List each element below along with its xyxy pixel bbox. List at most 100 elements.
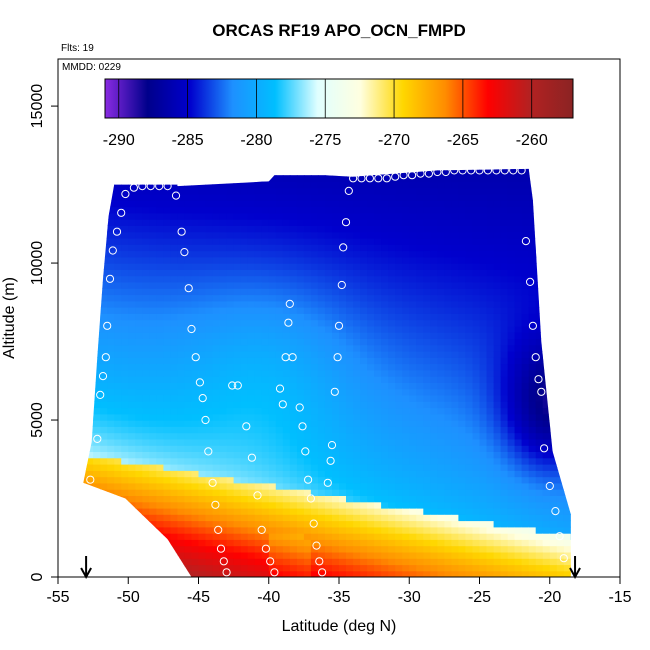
field-cell (479, 369, 488, 377)
field-cell (430, 325, 438, 333)
field-cell (353, 181, 361, 189)
field-cell (360, 319, 368, 327)
observation-point (171, 191, 181, 200)
field-cell (135, 551, 143, 559)
field-cell (296, 332, 305, 339)
field-cell (430, 294, 438, 302)
field-cell (360, 507, 368, 515)
field-cell (310, 338, 319, 346)
field-cell (549, 470, 558, 478)
field-cell (184, 300, 192, 308)
field-cell (100, 244, 108, 252)
observation-point (108, 246, 117, 255)
field-cell (296, 526, 305, 534)
field-cell (332, 200, 340, 208)
field-cell (458, 313, 466, 321)
field-cell (184, 206, 192, 214)
field-cell (303, 175, 312, 183)
field-cell (83, 250, 87, 258)
field-cell (128, 539, 136, 547)
field-cell (107, 200, 115, 208)
field-cell (198, 244, 207, 252)
field-cell (381, 250, 389, 258)
field-cell (458, 432, 466, 440)
field-cell (212, 551, 221, 559)
field-cell (254, 313, 263, 321)
field-cell (240, 225, 249, 233)
field-cell (500, 219, 509, 226)
field-cell (479, 551, 488, 559)
field-cell (353, 307, 361, 314)
field-cell (570, 420, 571, 427)
field-cell (367, 219, 375, 226)
field-cell (205, 413, 214, 421)
field-cell (451, 376, 459, 383)
field-cell (402, 175, 410, 183)
field-cell (479, 225, 488, 233)
field-cell (149, 344, 157, 352)
field-cell (465, 263, 473, 270)
field-cell (367, 263, 375, 270)
field-cell (226, 482, 235, 490)
field-cell (205, 250, 214, 258)
field-cell (310, 332, 319, 339)
field-cell (303, 187, 312, 195)
field-cell (107, 357, 115, 365)
field-cell (324, 307, 333, 314)
field-cell (542, 514, 551, 522)
field-cell (528, 181, 537, 189)
field-cell (303, 313, 312, 321)
field-cell (374, 476, 382, 484)
field-cell (570, 432, 571, 440)
field-cell (556, 545, 565, 553)
field-cell (381, 382, 389, 390)
field-cell (121, 319, 129, 327)
field-cell (570, 187, 571, 195)
field-cell (500, 256, 509, 264)
field-cell (514, 388, 523, 396)
field-cell (514, 476, 523, 484)
field-cell (121, 401, 129, 409)
field-cell (402, 401, 410, 409)
field-cell (409, 401, 417, 409)
field-cell (156, 288, 164, 296)
field-cell (339, 570, 347, 577)
field-cell (282, 250, 291, 258)
field-cell (423, 451, 431, 459)
field-cell (395, 394, 403, 402)
field-cell (100, 344, 108, 352)
field-cell (402, 168, 410, 170)
field-cell (226, 194, 235, 201)
field-cell (507, 237, 516, 245)
observation-point (382, 174, 391, 183)
field-cell (465, 551, 473, 559)
field-cell (542, 168, 551, 176)
field-cell (296, 231, 305, 239)
field-cell (360, 451, 368, 459)
field-cell (303, 413, 312, 421)
field-cell (191, 244, 200, 252)
field-cell (100, 338, 108, 346)
field-cell (423, 501, 431, 509)
field-cell (198, 495, 207, 503)
field-cell (423, 281, 431, 289)
field-cell (535, 457, 544, 465)
field-cell (353, 413, 361, 421)
field-cell (142, 464, 150, 471)
field-cell (247, 269, 256, 277)
field-cell (191, 514, 200, 522)
field-cell (339, 281, 347, 289)
field-cell (451, 319, 459, 327)
field-cell (360, 388, 368, 396)
field-cell (563, 388, 571, 396)
field-cell (268, 489, 277, 496)
field-cell (353, 476, 361, 484)
field-cell (423, 369, 431, 377)
field-cell (100, 187, 108, 195)
field-cell (500, 363, 509, 371)
field-cell (395, 338, 403, 346)
field-cell (296, 325, 305, 333)
field-cell (493, 388, 502, 396)
field-cell (128, 564, 136, 572)
field-cell (472, 426, 481, 434)
